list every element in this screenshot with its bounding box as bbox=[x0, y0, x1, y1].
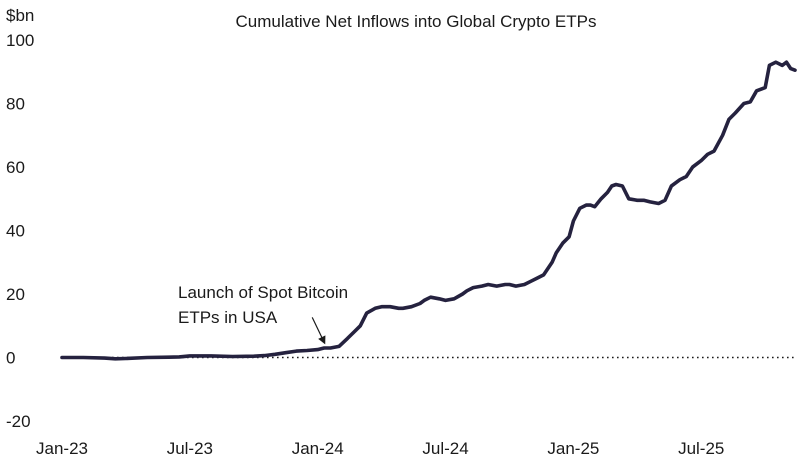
y-axis-ticks: 100 80 60 40 20 0 -20 bbox=[6, 31, 34, 431]
x-tick-label: Jan-25 bbox=[547, 439, 599, 458]
chart-title: Cumulative Net Inflows into Global Crypt… bbox=[236, 12, 597, 31]
annotation-line-1: Launch of Spot Bitcoin bbox=[178, 283, 348, 302]
annotation: Launch of Spot Bitcoin ETPs in USA bbox=[178, 283, 348, 345]
y-tick-label: 40 bbox=[6, 222, 25, 241]
annotation-arrow-head bbox=[318, 335, 326, 345]
x-tick-label: Jul-25 bbox=[678, 439, 724, 458]
y-tick-label: -20 bbox=[6, 412, 31, 431]
annotation-line-2: ETPs in USA bbox=[178, 308, 278, 327]
series-line-cumulative-net-inflows bbox=[60, 60, 797, 361]
x-tick-label: Jul-23 bbox=[167, 439, 213, 458]
y-tick-label: 60 bbox=[6, 158, 25, 177]
y-tick-label: 80 bbox=[6, 95, 25, 114]
y-tick-label: 0 bbox=[6, 349, 15, 368]
x-axis-ticks: Jan-23 Jul-23 Jan-24 Jul-24 Jan-25 Jul-25 bbox=[36, 439, 724, 458]
x-tick-label: Jan-24 bbox=[292, 439, 344, 458]
x-tick-label: Jan-23 bbox=[36, 439, 88, 458]
x-tick-label: Jul-24 bbox=[422, 439, 468, 458]
y-tick-label: 20 bbox=[6, 285, 25, 304]
y-axis-unit-label: $bn bbox=[6, 6, 34, 25]
y-tick-label: 100 bbox=[6, 31, 34, 50]
